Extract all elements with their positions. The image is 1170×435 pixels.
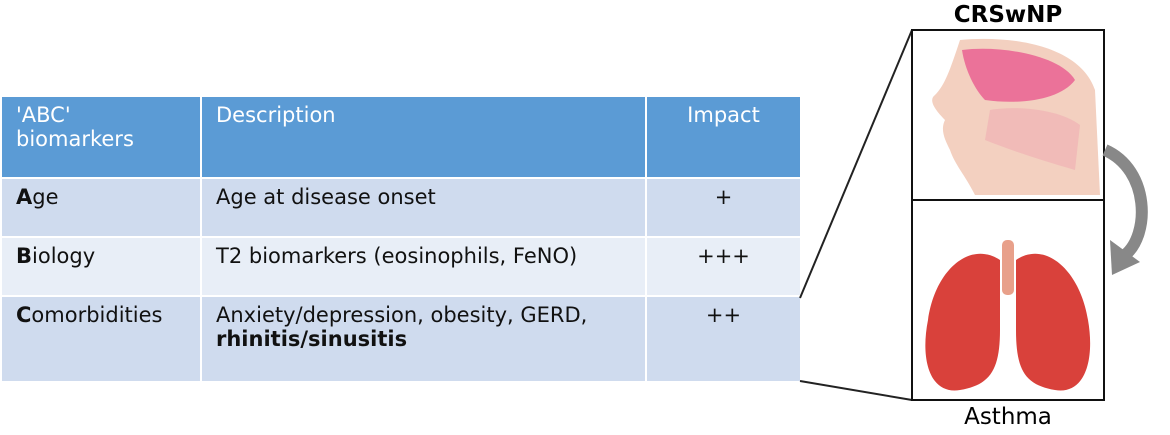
bold-initial: A xyxy=(16,185,33,209)
cell-text: omorbidities xyxy=(31,303,163,327)
table-row: Comorbidities Anxiety/depression, obesity… xyxy=(0,295,802,383)
top-label: CRSwNP xyxy=(953,2,1063,28)
impact-cell: +++ xyxy=(645,236,802,297)
arrow-head xyxy=(1110,240,1140,275)
header-cell: Impact xyxy=(645,95,802,179)
biomarker-table: 'ABC' biomarkers Description Impact Age A… xyxy=(0,95,802,383)
cell: Anxiety/depression, obesity, GERD, rhinit… xyxy=(200,295,647,383)
table-row: Biology T2 biomarkers (eosinophils, FeNO)… xyxy=(0,236,802,297)
cell: Biology xyxy=(0,236,202,297)
header-cell: Description xyxy=(200,95,647,179)
impact-cell: ++ xyxy=(645,295,802,383)
cell: Age xyxy=(0,177,202,238)
bold-initial: B xyxy=(16,244,33,268)
cell-text: iology xyxy=(32,244,96,268)
bottom-label: Asthma xyxy=(964,404,1052,430)
bold-text: rhinitis/sinusitis xyxy=(216,327,408,351)
arrow xyxy=(1102,144,1148,260)
bold-initial: C xyxy=(16,303,32,327)
header-row: 'ABC' biomarkers Description Impact xyxy=(0,95,802,179)
cell-text: T2 biomarkers (eosinophils, FeNO) xyxy=(216,244,578,268)
impact-cell: + xyxy=(645,177,802,238)
face-illustration xyxy=(932,38,1100,195)
cell: Comorbidities xyxy=(0,295,202,383)
lung-illustration xyxy=(925,240,1091,391)
cell-text: Anxiety/depression, obesity, GERD, xyxy=(216,303,588,327)
header-cell: 'ABC' biomarkers xyxy=(0,95,202,179)
cell-text: Age at disease onset xyxy=(216,185,436,209)
cell: T2 biomarkers (eosinophils, FeNO) xyxy=(200,236,647,297)
cell-text: ge xyxy=(32,185,59,209)
connector xyxy=(799,380,913,401)
connector xyxy=(799,29,913,299)
cell: Age at disease onset xyxy=(200,177,647,238)
table-row: Age Age at disease onset + xyxy=(0,177,802,238)
